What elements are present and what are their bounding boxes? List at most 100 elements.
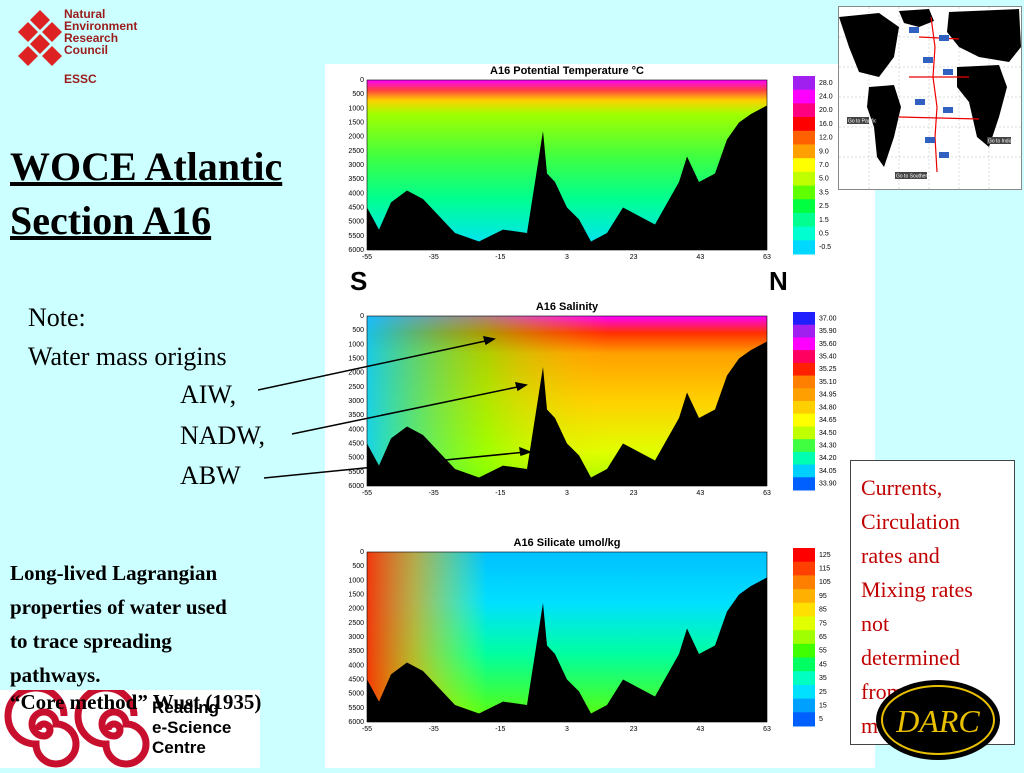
legend-swatch: [793, 130, 815, 145]
legend-label: 35.10: [819, 379, 837, 386]
legend-label: 35.25: [819, 366, 837, 373]
map-go-southern: Go to Southern: [896, 174, 930, 180]
depth-tick: 500: [352, 563, 364, 570]
currents-line: Currents,: [861, 475, 943, 500]
legend-swatch: [793, 337, 815, 351]
depth-tick: 3500: [348, 648, 364, 655]
depth-tick: 4000: [348, 190, 364, 197]
legend-swatch: [793, 561, 815, 576]
water-mass-nadw: NADW,: [180, 421, 265, 450]
depth-tick: 1000: [348, 105, 364, 112]
legend-swatch: [793, 117, 815, 132]
legend-label: 115: [819, 566, 830, 573]
depth-tick: 500: [352, 91, 364, 98]
legend-label: 25: [819, 689, 827, 696]
legend-label: 34.95: [819, 392, 837, 399]
reading-line: Reading: [152, 698, 220, 717]
legend-swatch: [793, 76, 815, 91]
depth-tick: 1000: [348, 577, 364, 584]
arrow-nadw: [291, 385, 523, 435]
essc-label: ESSC: [64, 72, 97, 86]
legend-label: 5.0: [819, 176, 829, 183]
nerc-line: Research: [64, 31, 119, 45]
legend-label: 7.0: [819, 162, 829, 169]
legend-label: 0.5: [819, 230, 829, 237]
legend-label: 2.5: [819, 203, 829, 210]
depth-tick: 0: [360, 77, 364, 84]
depth-tick: 2000: [348, 134, 364, 141]
lat-tick: 43: [696, 254, 704, 261]
lagrangian-text: Long-lived Lagrangian properties of wate…: [10, 556, 227, 692]
legend-swatch: [793, 616, 815, 631]
legend-label: 3.5: [819, 189, 829, 196]
legend-label: 34.80: [819, 404, 837, 411]
depth-tick: 5000: [348, 455, 364, 462]
arrow-aiw-head: [482, 336, 496, 346]
south-label: S: [350, 266, 368, 296]
note-line: Water mass origins: [28, 342, 227, 371]
depth-tick: 4000: [348, 426, 364, 433]
legend-label: 45: [819, 661, 827, 668]
bathymetry: [367, 105, 767, 250]
darc-text: DARC: [895, 703, 980, 739]
legend-label: 9.0: [819, 148, 829, 155]
depth-tick: 2500: [348, 384, 364, 391]
legend-label: 37.00: [819, 315, 837, 322]
legend-label: 15: [819, 702, 827, 709]
legend-swatch: [793, 451, 815, 466]
legend-label: 33.90: [819, 481, 837, 488]
legend-label: 35.60: [819, 341, 837, 348]
reading-line: e-Science: [152, 718, 232, 737]
currents-line: Circulation: [861, 509, 960, 534]
legend-label: 28.0: [819, 80, 833, 87]
legend-swatch: [793, 630, 815, 645]
legend-label: 55: [819, 648, 827, 655]
slide-title: WOCE Atlantic Section A16: [10, 140, 282, 248]
legend-swatch: [793, 212, 815, 228]
depth-tick: 1500: [348, 356, 364, 363]
map-go-pacific: Go to Pacific: [848, 119, 877, 125]
legend-label: 35: [819, 675, 827, 682]
legend-label: 20.0: [819, 107, 833, 114]
arrow-aiw: [257, 339, 491, 391]
legend-swatch: [793, 324, 815, 338]
legend-swatch: [793, 684, 815, 700]
depth-tick: 5500: [348, 705, 364, 712]
legend-label: 34.05: [819, 468, 837, 475]
legend-label: 35.40: [819, 354, 837, 361]
legend-swatch: [793, 413, 815, 427]
depth-tick: 0: [360, 549, 364, 556]
reading-spiral-icon: [4, 684, 150, 768]
legend-swatch: [793, 226, 815, 241]
legend-swatch: [793, 548, 815, 563]
legend-label: 75: [819, 620, 827, 627]
legend-swatch: [793, 312, 815, 326]
depth-tick: 0: [360, 313, 364, 320]
depth-tick: 1000: [348, 341, 364, 348]
legend-swatch: [793, 657, 815, 672]
depth-tick: 5500: [348, 233, 364, 240]
water-mass-aiw: AIW,: [180, 380, 237, 409]
legend-swatch: [793, 575, 815, 590]
legend-swatch: [793, 171, 815, 187]
title-line-2: Section A16: [10, 198, 212, 243]
atlantic-map-icon: Go to Pacific Go to Indian Go to Souther…: [839, 7, 1021, 189]
lagrangian-line: properties of water used: [10, 595, 227, 619]
depth-tick: 4500: [348, 677, 364, 684]
lagrangian-line: to trace spreading: [10, 629, 172, 653]
depth-tick: 4500: [348, 441, 364, 448]
plot-frame: [366, 315, 768, 487]
depth-tick: 2500: [348, 620, 364, 627]
legend-label: 34.30: [819, 443, 837, 450]
title-line-1: WOCE Atlantic: [10, 144, 283, 189]
legend-swatch: [793, 589, 815, 604]
section-map: Go to Pacific Go to Indian Go to Souther…: [838, 6, 1022, 190]
depth-tick: 500: [352, 327, 364, 334]
legend-swatch: [793, 240, 815, 255]
depth-tick: 3000: [348, 398, 364, 405]
lat-tick: 3: [565, 726, 569, 733]
legend-label: 34.65: [819, 417, 837, 424]
plot-frame: [366, 79, 768, 251]
legend-label: 35.90: [819, 328, 837, 335]
north-label: N: [769, 266, 788, 296]
